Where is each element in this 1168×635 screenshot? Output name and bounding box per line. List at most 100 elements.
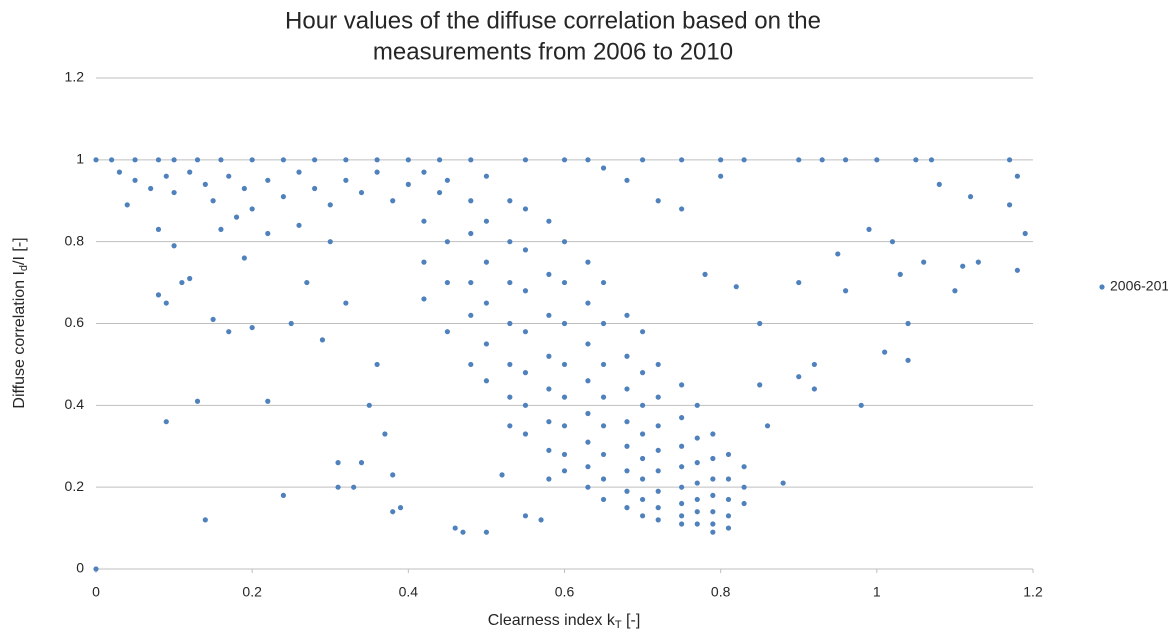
- point: [296, 169, 302, 175]
- x-axis-label-rest: [-]: [622, 612, 641, 629]
- chart-title: measurements from 2006 to 2010: [373, 38, 733, 65]
- point: [655, 488, 661, 494]
- point: [561, 423, 568, 429]
- point: [679, 415, 685, 421]
- point: [624, 386, 630, 392]
- point: [507, 239, 513, 245]
- point: [93, 566, 99, 572]
- point: [522, 288, 529, 294]
- point: [163, 419, 169, 425]
- y-tick-label: 1: [76, 151, 84, 167]
- point: [155, 292, 162, 298]
- point: [913, 157, 919, 163]
- y-axis-label-text: Diffuse correlation I: [11, 271, 28, 409]
- point: [460, 529, 466, 535]
- point: [483, 259, 490, 265]
- y-tick-label: 0.8: [65, 232, 85, 248]
- point: [397, 505, 404, 511]
- point: [522, 329, 529, 335]
- point: [265, 398, 271, 404]
- point: [187, 169, 193, 175]
- point: [358, 189, 365, 196]
- point: [710, 492, 716, 498]
- point: [444, 279, 450, 286]
- x-tick-label: 0.8: [711, 584, 731, 600]
- point: [280, 194, 286, 200]
- point: [483, 341, 490, 347]
- point: [710, 455, 716, 462]
- point: [757, 320, 763, 327]
- x-tick-label: 0: [92, 584, 100, 600]
- point: [265, 230, 271, 237]
- point: [585, 439, 591, 445]
- point: [624, 177, 630, 183]
- point: [280, 492, 286, 498]
- point: [335, 484, 341, 490]
- point: [444, 239, 450, 245]
- point: [194, 398, 201, 404]
- y-axis-label-sub: d: [18, 265, 30, 271]
- point: [343, 177, 349, 183]
- x-tick-label: 0.4: [399, 584, 419, 600]
- point: [975, 259, 981, 265]
- point: [679, 500, 685, 507]
- point: [624, 353, 630, 359]
- point: [733, 284, 739, 290]
- point: [210, 316, 216, 323]
- point: [522, 513, 529, 519]
- point: [639, 329, 646, 335]
- point: [741, 157, 747, 163]
- point: [624, 443, 630, 449]
- point: [546, 353, 552, 359]
- point: [679, 157, 685, 163]
- point: [546, 218, 552, 224]
- point: [561, 279, 568, 286]
- point: [936, 181, 942, 187]
- point: [522, 402, 529, 408]
- point: [343, 157, 349, 163]
- point: [1006, 157, 1013, 163]
- point: [710, 509, 716, 515]
- point: [507, 279, 513, 286]
- point: [741, 464, 747, 470]
- point: [600, 496, 607, 503]
- point: [585, 341, 591, 347]
- point: [561, 320, 568, 327]
- legend-marker: [1099, 284, 1105, 290]
- y-tick-label: 1.2: [65, 69, 85, 85]
- point: [639, 513, 646, 519]
- point: [694, 460, 700, 466]
- point: [639, 455, 646, 462]
- point: [725, 513, 732, 519]
- point: [718, 173, 724, 179]
- point: [522, 157, 529, 163]
- point: [109, 157, 115, 163]
- point: [1014, 267, 1020, 273]
- point: [796, 374, 802, 380]
- point: [546, 312, 552, 318]
- point: [522, 247, 529, 253]
- point: [327, 239, 333, 245]
- point: [694, 496, 700, 503]
- point: [655, 517, 661, 523]
- point: [444, 177, 450, 183]
- point: [124, 202, 130, 208]
- point: [538, 517, 544, 523]
- point: [624, 488, 630, 494]
- point: [718, 157, 724, 163]
- point: [452, 525, 458, 531]
- point: [921, 259, 927, 265]
- point: [655, 447, 661, 453]
- y-tick-label: 0.6: [65, 314, 85, 330]
- point: [780, 480, 786, 486]
- point: [561, 468, 568, 474]
- point: [600, 451, 607, 458]
- point: [507, 198, 513, 204]
- point: [421, 296, 427, 302]
- point: [585, 259, 591, 265]
- point: [741, 500, 747, 507]
- point: [725, 451, 732, 458]
- point: [499, 472, 505, 478]
- point: [585, 464, 591, 470]
